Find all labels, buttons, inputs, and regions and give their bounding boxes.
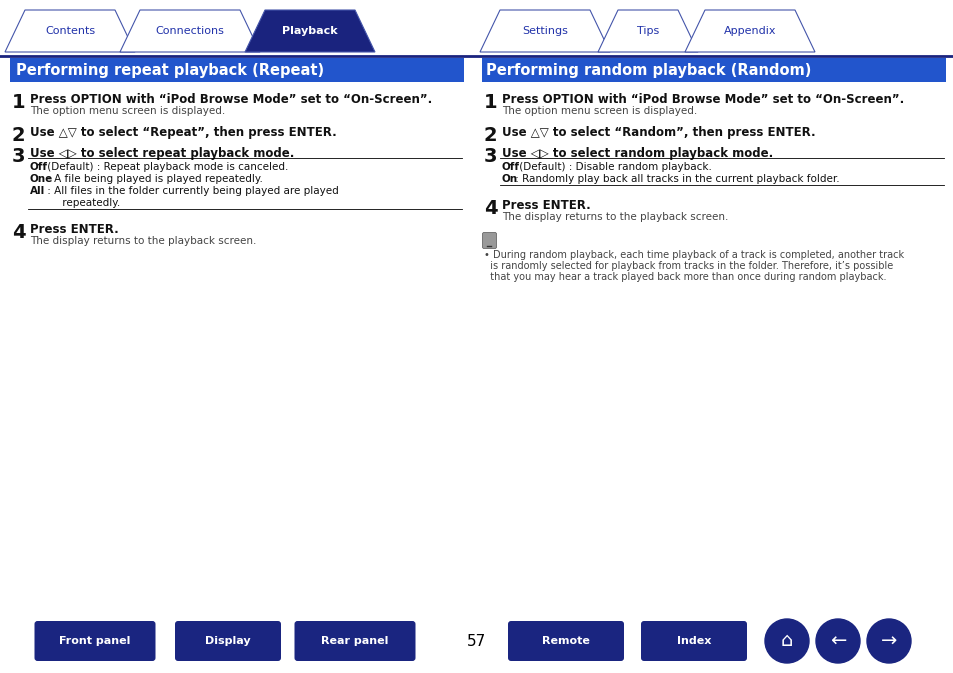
- Bar: [10, 58, 463, 82]
- Text: The display returns to the playback screen.: The display returns to the playback scre…: [501, 212, 727, 222]
- Polygon shape: [120, 10, 260, 52]
- Text: Rear panel: Rear panel: [321, 636, 388, 646]
- FancyBboxPatch shape: [640, 621, 746, 661]
- Text: The option menu screen is displayed.: The option menu screen is displayed.: [501, 106, 697, 116]
- Text: Off: Off: [30, 162, 48, 172]
- Text: One: One: [30, 174, 53, 184]
- Text: that you may hear a track played back more than once during random playback.: that you may hear a track played back mo…: [483, 272, 885, 282]
- Text: ←: ←: [829, 631, 845, 651]
- Text: Display: Display: [205, 636, 251, 646]
- Text: 4: 4: [483, 199, 497, 218]
- Text: Press OPTION with “iPod Browse Mode” set to “On-Screen”.: Press OPTION with “iPod Browse Mode” set…: [30, 93, 432, 106]
- Polygon shape: [5, 10, 135, 52]
- Polygon shape: [684, 10, 814, 52]
- Text: Settings: Settings: [521, 26, 567, 36]
- FancyBboxPatch shape: [174, 621, 281, 661]
- Text: Press OPTION with “iPod Browse Mode” set to “On-Screen”.: Press OPTION with “iPod Browse Mode” set…: [501, 93, 903, 106]
- Text: Connections: Connections: [155, 26, 224, 36]
- Text: Front panel: Front panel: [59, 636, 131, 646]
- Text: The display returns to the playback screen.: The display returns to the playback scre…: [30, 236, 256, 246]
- Text: 3: 3: [483, 147, 497, 166]
- Text: 2: 2: [483, 126, 497, 145]
- Text: →: →: [880, 631, 896, 651]
- Bar: [481, 58, 945, 82]
- FancyBboxPatch shape: [294, 621, 416, 661]
- Circle shape: [815, 619, 859, 663]
- Text: Contents: Contents: [45, 26, 95, 36]
- Text: 2: 2: [12, 126, 26, 145]
- Polygon shape: [598, 10, 698, 52]
- Text: Off: Off: [501, 162, 519, 172]
- Text: is randomly selected for playback from tracks in the folder. Therefore, it’s pos: is randomly selected for playback from t…: [483, 261, 892, 271]
- Text: Use △▽ to select “Repeat”, then press ENTER.: Use △▽ to select “Repeat”, then press EN…: [30, 126, 336, 139]
- FancyBboxPatch shape: [34, 621, 155, 661]
- Text: : Randomly play back all tracks in the current playback folder.: : Randomly play back all tracks in the c…: [511, 174, 839, 184]
- Text: Use △▽ to select “Random”, then press ENTER.: Use △▽ to select “Random”, then press EN…: [501, 126, 815, 139]
- Text: 57: 57: [467, 633, 486, 649]
- Text: ⌂: ⌂: [780, 631, 792, 651]
- Text: Index: Index: [676, 636, 710, 646]
- Text: Tips: Tips: [637, 26, 659, 36]
- Polygon shape: [245, 10, 375, 52]
- Text: Appendix: Appendix: [723, 26, 776, 36]
- Text: The option menu screen is displayed.: The option menu screen is displayed.: [30, 106, 225, 116]
- Text: • During random playback, each time playback of a track is completed, another tr: • During random playback, each time play…: [483, 250, 903, 260]
- Text: 3: 3: [12, 147, 26, 166]
- Text: (Default) : Disable random playback.: (Default) : Disable random playback.: [516, 162, 712, 172]
- Text: 1: 1: [12, 93, 26, 112]
- Text: Use ◁▷ to select repeat playback mode.: Use ◁▷ to select repeat playback mode.: [30, 147, 294, 160]
- Text: On: On: [501, 174, 517, 184]
- Text: Performing repeat playback (Repeat): Performing repeat playback (Repeat): [16, 63, 324, 77]
- Circle shape: [866, 619, 910, 663]
- Text: Performing random playback (Random): Performing random playback (Random): [485, 63, 810, 77]
- Text: Use ◁▷ to select random playback mode.: Use ◁▷ to select random playback mode.: [501, 147, 773, 160]
- Text: : All files in the folder currently being played are played: : All files in the folder currently bein…: [45, 186, 339, 196]
- Text: 4: 4: [12, 223, 26, 242]
- Circle shape: [764, 619, 808, 663]
- Polygon shape: [479, 10, 609, 52]
- Text: Press ENTER.: Press ENTER.: [501, 199, 590, 212]
- Text: 1: 1: [483, 93, 497, 112]
- Text: Playback: Playback: [282, 26, 337, 36]
- Text: : A file being played is played repeatedly.: : A file being played is played repeated…: [45, 174, 263, 184]
- Text: repeatedly.: repeatedly.: [46, 198, 120, 208]
- Text: Remote: Remote: [541, 636, 589, 646]
- Text: Press ENTER.: Press ENTER.: [30, 223, 118, 236]
- FancyBboxPatch shape: [507, 621, 623, 661]
- FancyBboxPatch shape: [482, 232, 496, 248]
- Text: All: All: [30, 186, 45, 196]
- Text: (Default) : Repeat playback mode is canceled.: (Default) : Repeat playback mode is canc…: [45, 162, 289, 172]
